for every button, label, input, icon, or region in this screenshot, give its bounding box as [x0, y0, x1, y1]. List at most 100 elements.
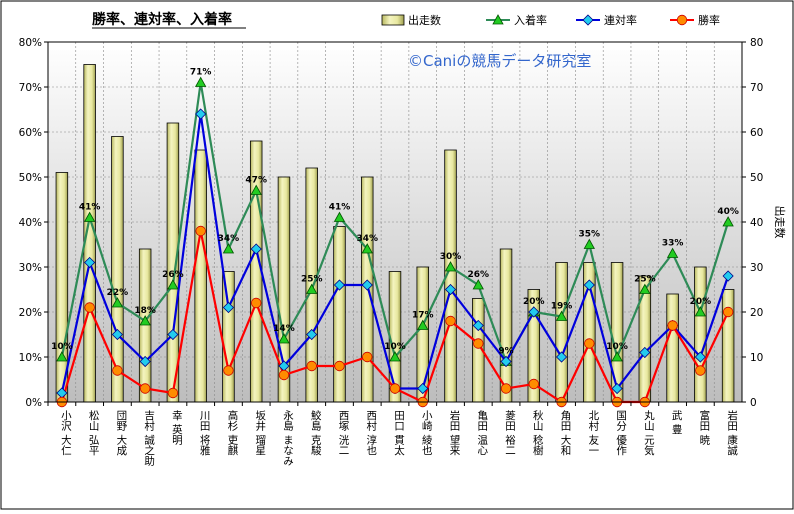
data-label: 30% [440, 252, 462, 262]
marker-triangle [583, 238, 595, 249]
marker-circle [362, 351, 373, 363]
data-label: 34% [218, 234, 240, 244]
marker-triangle [195, 76, 207, 87]
x-tick-label: 菱田 裕二 [504, 410, 516, 455]
marker-diamond [361, 279, 373, 291]
x-tick-label: 永島 まなみ [282, 409, 294, 466]
marker-triangle [167, 279, 179, 290]
x-tick-label: 角田 大和 [560, 410, 572, 456]
marker-circle [306, 360, 317, 372]
x-tick-label: 団野 大成 [115, 410, 127, 456]
x-tick-label: 亀田 温心 [476, 409, 488, 455]
marker-diamond [222, 301, 235, 314]
marker-diamond [139, 355, 151, 368]
x-tick-label: 富田 暁 [698, 409, 710, 445]
marker-circle [695, 365, 706, 376]
marker-triangle [83, 211, 96, 222]
x-tick-label: 幸 英明 [171, 410, 183, 446]
legend-label: 連対率 [604, 13, 637, 27]
marker-diamond [583, 279, 595, 291]
marker-circle [84, 302, 95, 313]
data-label: 10% [51, 342, 73, 352]
marker-circle [167, 387, 179, 399]
marker-diamond [694, 351, 706, 363]
marker-triangle [611, 351, 623, 362]
bar [555, 262, 568, 403]
marker-layer [56, 76, 734, 408]
data-label: 20% [523, 297, 545, 307]
x-tick-label: 西塚 洸二 [337, 410, 349, 455]
marker-triangle [361, 243, 373, 254]
marker-diamond [333, 279, 346, 291]
x-tick-label: 北村 友一 [587, 410, 599, 455]
data-label: 17% [412, 311, 434, 321]
x-tick-label: 国分 優作 [615, 410, 627, 455]
bar [416, 266, 429, 403]
marker-diamond [84, 256, 96, 269]
x-tick-label: 武 豊 [671, 409, 683, 434]
bar [499, 248, 513, 403]
data-label: 25% [301, 275, 323, 285]
data-label: 22% [107, 288, 129, 298]
y2-axis-label: 出走数 [773, 206, 787, 239]
legend-label: 出走数 [408, 13, 441, 27]
y2-tick-label: 10 [750, 352, 763, 364]
data-label: 10% [606, 342, 628, 352]
bar [222, 271, 235, 403]
bar [610, 262, 624, 403]
marker-circle [195, 225, 206, 237]
x-tick-label: 高杉 吏麒 [226, 409, 238, 456]
marker-triangle [333, 211, 346, 222]
x-tick-label: 丸山 元気 [643, 409, 655, 456]
marker-triangle [492, 14, 504, 25]
x-tick-label: 坂井 瑠星 [254, 410, 266, 455]
bar [138, 248, 152, 403]
watermark: ©Caniの競馬データ研究室 [408, 52, 591, 70]
bar [666, 293, 679, 403]
chart-title: 勝率、連対率、入着率 [92, 11, 232, 28]
label-layer: 10% 41% 22% 18% 26% 71% 34% 47% 14% 25% 41% 34% 10% 1… [51, 68, 739, 357]
x-tick-label: 川田 将雅 [199, 410, 211, 456]
marker-triangle [278, 333, 290, 344]
marker-diamond [306, 328, 318, 341]
x-tick-label: 松山 弘平 [88, 409, 100, 456]
x-tick-label: 吉村 誠之助 [143, 410, 155, 467]
bar [694, 266, 707, 403]
data-label: 14% [273, 324, 295, 334]
x-tick-label: 小沢 大仁 [60, 410, 72, 455]
x-tick-label: 秋山 稔樹 [532, 409, 544, 456]
marker-circle [223, 365, 234, 376]
marker-diamond [500, 355, 512, 368]
y-tick-label: 70% [19, 82, 42, 94]
marker-circle [667, 320, 678, 331]
marker-triangle [555, 310, 568, 321]
marker-triangle [666, 247, 679, 258]
marker-diamond [195, 108, 207, 120]
legend: 出走数 入着率 連対率 勝率 [381, 13, 720, 27]
y2-tick-label: 20 [750, 307, 763, 319]
y-tick-label: 30% [19, 262, 42, 274]
marker-diamond [111, 328, 123, 341]
y-tick-label: 20% [19, 307, 42, 319]
y2-tick-label: 60 [750, 127, 763, 139]
marker-circle [139, 383, 151, 394]
data-label: 33% [662, 239, 684, 249]
y2-tick-label: 40 [750, 217, 763, 229]
data-label: 19% [551, 302, 573, 312]
axis-layer: 0% 0 10% 10 20% 20 30% 30 40% 40 50% 50 60% 60 70% 70 80… [19, 37, 764, 467]
legend-label: 勝率 [698, 13, 720, 27]
y-tick-label: 10% [19, 352, 42, 364]
y2-tick-label: 0 [750, 397, 757, 409]
data-label: 26% [468, 270, 490, 280]
marker-circle [334, 360, 345, 372]
marker-triangle [472, 279, 484, 290]
data-label: 71% [190, 68, 212, 78]
marker-circle [389, 383, 401, 394]
marker-circle [584, 338, 595, 349]
data-label: 25% [634, 275, 656, 285]
marker-triangle [389, 351, 401, 362]
marker-triangle [222, 243, 235, 254]
data-label: 40% [717, 207, 739, 217]
